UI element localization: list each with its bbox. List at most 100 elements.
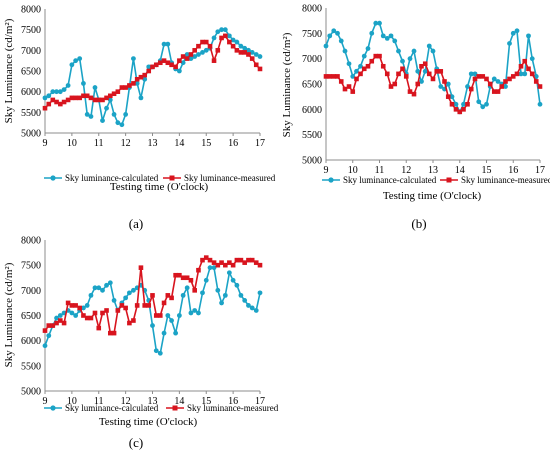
data-point-calculated (445, 81, 451, 87)
data-point-calculated (126, 290, 132, 296)
data-point-calculated (342, 48, 348, 54)
data-point-calculated (88, 292, 94, 298)
x-tick-label: 16 (228, 396, 238, 407)
data-point-measured (468, 86, 474, 92)
data-point-calculated (249, 50, 255, 55)
data-point-calculated (203, 277, 209, 283)
data-point-calculated (46, 333, 52, 339)
data-point-calculated (73, 58, 79, 64)
data-point-measured (257, 262, 263, 268)
data-point-measured (92, 310, 98, 316)
data-point-measured (161, 58, 167, 63)
y-tick-label: 5000 (21, 387, 41, 398)
data-point-measured (230, 262, 236, 268)
y-tick-label: 6000 (21, 87, 41, 98)
data-point-calculated (161, 330, 167, 336)
data-point-calculated (396, 48, 401, 54)
x-tick-label: 15 (482, 165, 492, 176)
data-point-measured (223, 262, 228, 268)
y-tick-label: 6500 (21, 67, 41, 78)
data-point-measured (203, 39, 209, 45)
legend-label-calculated: Sky luminance-calculated (65, 173, 159, 183)
y-tick-label: 7500 (21, 25, 41, 36)
chart-panel-c: 5000 5500 6000 6500 7000 7500 8000 9 10 11 12 13 14 1… (3, 236, 279, 451)
data-point-measured (188, 277, 194, 283)
data-point-calculated (361, 53, 367, 59)
y-tick-label: 8000 (21, 5, 41, 16)
data-point-measured (380, 63, 386, 69)
data-point-measured (430, 76, 436, 82)
x-tick-label: 13 (428, 165, 438, 176)
data-point-measured (327, 74, 333, 79)
x-tick-label: 12 (121, 138, 131, 149)
x-tick-label: 11 (375, 165, 385, 176)
data-point-measured (108, 330, 113, 336)
data-point-calculated (107, 280, 113, 286)
data-point-measured (100, 97, 105, 103)
data-point-calculated (400, 58, 405, 64)
data-point-measured (196, 43, 201, 49)
data-point-measured (146, 303, 152, 308)
legend: Sky luminance-calculated Sky luminance-m… (44, 403, 279, 413)
data-point-measured (522, 58, 528, 64)
data-point-calculated (138, 95, 144, 101)
data-point-calculated (230, 277, 236, 283)
data-point-calculated (422, 68, 428, 74)
data-point-calculated (200, 290, 205, 296)
data-point-measured (230, 43, 236, 49)
data-point-measured (50, 323, 56, 328)
data-point-calculated (196, 52, 201, 57)
data-point-measured (507, 76, 512, 82)
data-point-calculated (200, 50, 205, 55)
data-point-calculated (81, 305, 86, 311)
y-tick-label: 7000 (302, 54, 322, 65)
data-point-calculated (346, 61, 352, 67)
data-point-measured (419, 63, 424, 69)
data-point-measured (503, 79, 508, 84)
data-point-calculated (131, 56, 136, 61)
data-point-calculated (491, 76, 497, 82)
data-point-calculated (369, 30, 375, 36)
legend-marker-calculated (50, 405, 56, 411)
data-point-measured (138, 265, 144, 270)
data-point-measured (207, 43, 213, 49)
y-tick-label: 5500 (21, 108, 41, 119)
data-point-measured (108, 93, 113, 99)
data-point-calculated (173, 330, 179, 336)
data-point-calculated (468, 71, 474, 77)
legend-label-measured: Sky luminance-measured (184, 173, 276, 183)
data-point-measured (46, 323, 52, 328)
x-tick-label: 10 (348, 165, 358, 176)
x-tick-label: 11 (94, 396, 104, 407)
data-point-calculated (238, 292, 244, 298)
data-point-measured (335, 74, 340, 79)
data-point-measured (384, 71, 390, 77)
data-point-measured (115, 308, 121, 313)
data-point-measured (200, 39, 205, 45)
data-point-measured (238, 257, 244, 263)
data-point-calculated (50, 89, 56, 95)
data-point-calculated (526, 33, 531, 39)
data-point-measured (227, 260, 232, 265)
data-point-calculated (150, 323, 155, 328)
data-point-measured (188, 52, 194, 57)
data-point-calculated (165, 313, 171, 318)
data-point-calculated (327, 33, 333, 39)
x-tick-label: 14 (174, 138, 184, 149)
data-point-calculated (234, 39, 240, 45)
data-point-calculated (176, 313, 182, 318)
data-point-measured (472, 76, 478, 82)
series-line-calculated (44, 266, 261, 355)
data-point-measured (81, 93, 86, 99)
plot-marks: 5000 5500 6000 6500 7000 7500 8000 9 10 11 12 13 14 1… (21, 5, 265, 150)
data-point-calculated (472, 71, 478, 77)
data-point-measured (249, 257, 255, 263)
data-point-calculated (518, 71, 524, 77)
data-point-measured (403, 74, 409, 79)
data-point-measured (238, 50, 244, 55)
data-point-calculated (253, 308, 259, 313)
panel-label-b: (b) (411, 216, 426, 231)
data-point-calculated (184, 52, 190, 57)
data-point-calculated (61, 87, 67, 92)
data-point-calculated (100, 287, 105, 293)
